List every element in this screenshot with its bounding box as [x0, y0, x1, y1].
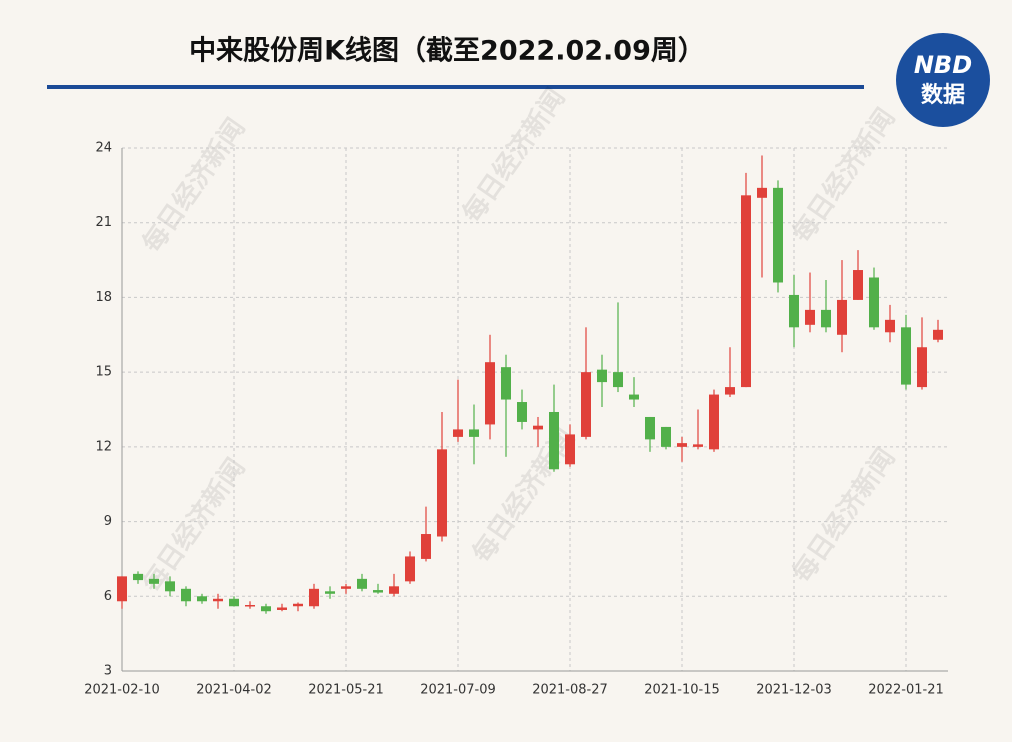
candle-body: [789, 294, 799, 328]
candle-body: [357, 578, 367, 589]
candle-body: [725, 387, 735, 395]
candle-body: [437, 449, 447, 537]
candle-body: [645, 416, 655, 440]
y-tick-label: 6: [104, 589, 112, 604]
candle-body: [757, 187, 767, 198]
title-rule: [47, 85, 864, 89]
candle-body: [501, 367, 511, 400]
candle-body: [309, 588, 319, 607]
candle-body: [773, 187, 783, 283]
y-tick-label: 24: [95, 141, 112, 156]
candle-body: [533, 425, 543, 430]
candle-body: [213, 598, 223, 602]
candle-body: [933, 329, 943, 340]
candle-body: [549, 411, 559, 470]
y-tick-label: 12: [95, 439, 112, 454]
candle-body: [469, 429, 479, 437]
candle-body: [245, 605, 255, 607]
y-tick-label: 3: [104, 664, 112, 679]
chart-title: 中来股份周K线图（截至2022.02.09周）: [189, 36, 705, 67]
x-tick-label: 2021-10-15: [644, 683, 720, 698]
candle-body: [325, 591, 335, 594]
y-tick-label: 15: [95, 365, 112, 380]
candle-body: [661, 426, 671, 447]
candle-body: [597, 369, 607, 383]
x-tick-label: 2021-08-27: [532, 683, 608, 698]
candle-body: [517, 402, 527, 422]
logo-text: 数据: [921, 82, 965, 108]
y-tick-label: 18: [95, 290, 112, 305]
y-tick-label: 9: [104, 514, 112, 529]
candle-body: [613, 372, 623, 388]
candle-body: [341, 586, 351, 589]
logo-circle: [896, 33, 990, 127]
candle-body: [629, 394, 639, 400]
x-tick-label: 2022-01-21: [868, 683, 944, 698]
candle-body: [693, 444, 703, 447]
candle-body: [485, 362, 495, 425]
x-tick-label: 2021-07-09: [420, 683, 496, 698]
x-tick-label: 2021-05-21: [308, 683, 384, 698]
candle-body: [373, 590, 383, 593]
candle-body: [885, 319, 895, 333]
candle-body: [405, 556, 415, 582]
candle-body: [837, 299, 847, 335]
candle-body: [821, 309, 831, 328]
candle-body: [261, 606, 271, 612]
candle-body: [453, 429, 463, 437]
candle-body: [677, 443, 687, 447]
x-tick-label: 2021-12-03: [756, 683, 832, 698]
candle-body: [181, 588, 191, 602]
candle-body: [165, 581, 175, 592]
logo-text: NBD: [914, 51, 972, 79]
candle-body: [805, 309, 815, 325]
candle-body: [229, 598, 239, 607]
candle-body: [581, 372, 591, 437]
x-tick-label: 2021-04-02: [196, 683, 272, 698]
candle-body: [421, 534, 431, 559]
candle-body: [853, 270, 863, 300]
candle-body: [741, 195, 751, 388]
candle-body: [901, 327, 911, 385]
candle-body: [197, 596, 207, 602]
x-tick-label: 2021-02-10: [84, 683, 160, 698]
candle-body: [917, 347, 927, 388]
candle-body: [389, 586, 399, 594]
candle-body: [277, 607, 287, 610]
candle-body: [709, 394, 719, 450]
candle-body: [869, 277, 879, 328]
candle-body: [293, 603, 303, 607]
candle-body: [565, 434, 575, 465]
candle-body: [117, 576, 127, 602]
candle-body: [133, 573, 143, 581]
candle-body: [149, 578, 159, 584]
y-tick-label: 21: [95, 215, 112, 230]
